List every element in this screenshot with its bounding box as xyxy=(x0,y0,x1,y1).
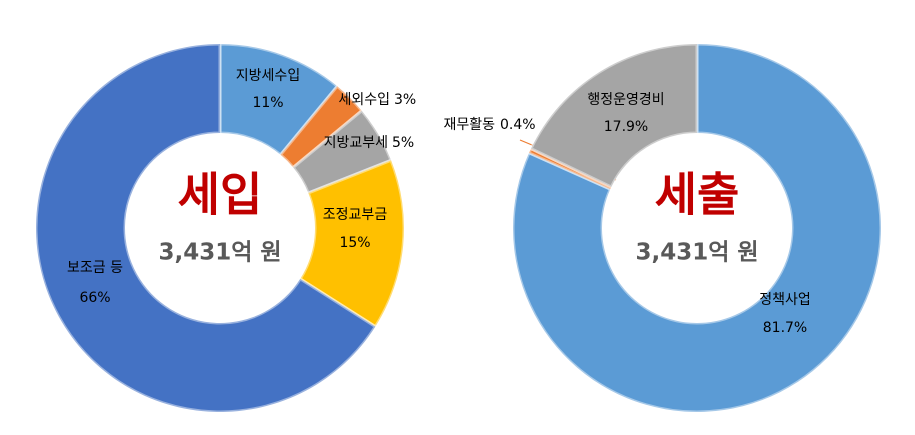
donut-slice xyxy=(298,158,406,329)
donut-slice xyxy=(511,42,883,414)
value-label: 3% xyxy=(394,92,416,108)
center-title: 세입 xyxy=(178,168,263,222)
slice-label: 정책사업 xyxy=(759,292,811,308)
donut-slice xyxy=(34,42,378,414)
slice-label: 보조금 등 xyxy=(67,260,123,276)
slice-label: 세외수입 xyxy=(338,92,390,108)
value-label: 5% xyxy=(392,135,414,151)
center-subtitle: 3,431억 원 xyxy=(158,240,281,266)
slice-label: 행정운영경비 xyxy=(587,92,664,108)
value-label: 66% xyxy=(79,290,110,306)
donut-slice xyxy=(218,42,340,157)
value-label: 11% xyxy=(252,95,283,111)
value-label: 0.4% xyxy=(500,117,536,133)
slice-label: 재무활동 xyxy=(443,117,495,133)
slice-label: 조정교부금 xyxy=(323,207,388,223)
slice-label: 지방세수입 xyxy=(236,68,300,84)
value-label: 15% xyxy=(339,235,370,251)
donut-slice xyxy=(529,42,699,190)
donut-slice xyxy=(291,108,394,195)
center-subtitle: 3,431억 원 xyxy=(635,240,758,266)
value-label: 81.7% xyxy=(763,320,807,336)
donut-slice xyxy=(527,146,614,192)
value-label: 17.9% xyxy=(604,119,648,135)
slice-label: 지방교부세 xyxy=(324,135,388,151)
center-title: 세출 xyxy=(655,168,740,222)
